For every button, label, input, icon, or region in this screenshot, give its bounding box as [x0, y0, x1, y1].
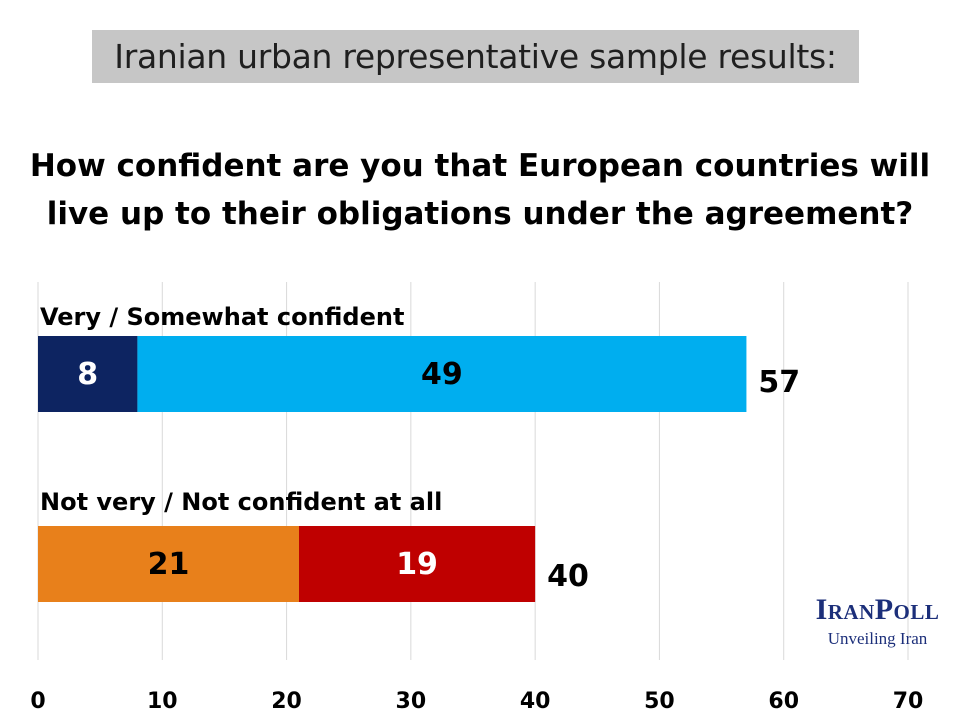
total-label: 57: [758, 365, 800, 400]
total-label: 40: [547, 559, 589, 594]
iranpoll-logo: IranPoll Unveiling Iran: [795, 592, 960, 650]
x-tick-label: 50: [644, 689, 675, 714]
x-tick-label: 40: [520, 689, 551, 714]
data-label: 21: [148, 547, 190, 582]
x-tick-label: 30: [396, 689, 427, 714]
header-banner: Iranian urban representative sample resu…: [92, 30, 859, 83]
header-title: Iranian urban representative sample resu…: [114, 37, 837, 76]
data-label: 8: [77, 357, 98, 392]
category-label: Not very / Not confident at all: [40, 488, 442, 516]
data-label: 49: [421, 357, 463, 392]
logo-subtitle: Unveiling Iran: [827, 629, 928, 648]
bar-segment: [299, 526, 536, 602]
question-text: How confident are you that European coun…: [0, 142, 960, 238]
x-tick-label: 0: [30, 689, 45, 714]
question-line-2: live up to their obligations under the a…: [46, 196, 914, 232]
bar-segment: [38, 526, 299, 602]
x-tick-label: 60: [768, 689, 799, 714]
question-line-1: How confident are you that European coun…: [29, 148, 931, 184]
x-tick-label: 20: [271, 689, 302, 714]
bar-segment: [137, 336, 747, 412]
x-tick-label: 10: [147, 689, 178, 714]
x-tick-label: 70: [893, 689, 924, 714]
bar-segment: [38, 336, 138, 412]
category-label: Very / Somewhat confident: [40, 303, 404, 331]
data-label: 19: [396, 547, 438, 582]
logo-title: IranPoll: [815, 593, 940, 626]
